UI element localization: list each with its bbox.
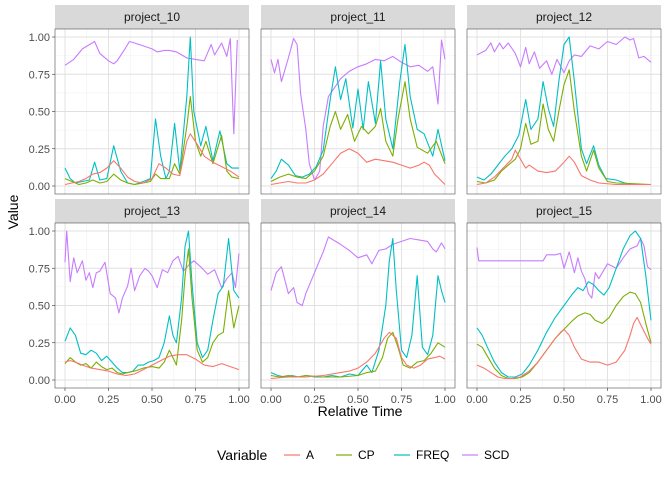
- facet-strip: [261, 5, 455, 29]
- series-line-scd: [270, 236, 446, 307]
- series-line-cp: [64, 248, 240, 375]
- series-line-scd: [64, 230, 240, 314]
- y-tick-label: 1.00: [29, 226, 50, 238]
- facet-strip: [55, 199, 249, 223]
- legend-title: Variable: [217, 447, 268, 463]
- y-tick-label: 0.00: [29, 181, 50, 193]
- series-line-cp: [64, 96, 240, 186]
- series-line-a: [64, 354, 240, 377]
- facet-strip: [467, 5, 661, 29]
- y-tick-label: 0.75: [29, 263, 50, 275]
- series-line-a: [270, 331, 446, 380]
- series-line-scd: [270, 37, 446, 181]
- y-axis-title: Value: [5, 194, 21, 229]
- gridlines: [467, 29, 661, 194]
- y-tick-label: 0.75: [29, 69, 50, 81]
- series-line-freq: [64, 36, 239, 186]
- x-tick-label: 0.00: [54, 394, 75, 406]
- series-line-freq: [270, 43, 446, 179]
- facet-strip-label: project_14: [330, 204, 386, 218]
- facet-panel: project_11: [260, 5, 456, 195]
- x-tick-label: 0.75: [597, 394, 618, 406]
- facet-panel: project_12: [466, 5, 662, 195]
- x-axis-title: Relative Time: [318, 403, 403, 419]
- gridlines: [261, 223, 455, 388]
- facet-strip-label: project_11: [330, 10, 385, 24]
- y-tick-label: 0.50: [29, 301, 50, 313]
- facet-panels: project_10 0.00 0.25 0.50 0.75 1.00 project_11…: [29, 5, 662, 406]
- series-line-scd: [476, 237, 652, 299]
- series-line-a: [270, 148, 446, 186]
- series-line-cp: [270, 81, 446, 182]
- series-line-cp: [476, 291, 652, 380]
- x-tick-label: 0.75: [391, 394, 412, 406]
- facet-strip: [55, 5, 249, 29]
- facet-strip-label: project_13: [124, 204, 180, 218]
- legend-entry-a: A: [284, 448, 314, 462]
- legend-label: CP: [358, 448, 375, 462]
- x-tick-label: 1.00: [640, 394, 661, 406]
- x-tick-label: 0.00: [466, 394, 487, 406]
- x-tick-label: 0.50: [553, 394, 574, 406]
- x-tick-label: 0.50: [141, 394, 162, 406]
- facet-strip-label: project_12: [536, 10, 592, 24]
- y-tick-label: 0.25: [29, 144, 50, 156]
- legend-entry-scd: SCD: [462, 448, 510, 462]
- x-tick-label: 0.00: [260, 394, 281, 406]
- facet-panel: project_15 0.00 0.25 0.50 0.75 1.00: [466, 199, 662, 406]
- facet-strip-label: project_10: [124, 10, 180, 24]
- facet-panel: project_13 0.00 0.25 0.50 0.75 1.00 0.00 0.25 0.…: [29, 199, 250, 406]
- series-line-a: [64, 133, 240, 186]
- y-tick-label: 0.25: [29, 338, 50, 350]
- x-tick-label: 0.25: [98, 394, 119, 406]
- series-line-freq: [64, 230, 240, 374]
- facet-panel: project_10 0.00 0.25 0.50 0.75 1.00: [29, 5, 250, 195]
- facet-strip: [261, 199, 455, 223]
- x-tick-label: 0.75: [185, 394, 206, 406]
- facet-strip-label: project_15: [536, 204, 592, 218]
- series-line-scd: [476, 36, 652, 75]
- panel-border: [260, 28, 456, 195]
- legend-label: SCD: [484, 448, 510, 462]
- legend-label: A: [306, 448, 314, 462]
- facet-strip: [467, 199, 661, 223]
- legend: Variable A CP FREQ SCD: [217, 447, 510, 463]
- x-tick-label: 0.25: [510, 394, 531, 406]
- legend-entry-freq: FREQ: [394, 448, 449, 462]
- series-line-freq: [476, 230, 652, 378]
- legend-label: FREQ: [416, 448, 449, 462]
- series-line-scd: [64, 37, 238, 135]
- legend-entry-cp: CP: [336, 448, 375, 462]
- facet-panel: project_14 0.00 0.25 0.50 0.75 1.00: [260, 199, 456, 406]
- x-tick-label: 0.25: [304, 394, 325, 406]
- x-tick-label: 1.00: [228, 394, 249, 406]
- gridlines: [55, 29, 249, 194]
- x-tick-label: 1.00: [434, 394, 455, 406]
- y-tick-label: 0.50: [29, 107, 50, 119]
- x-tick-label: 0.50: [347, 394, 368, 406]
- y-tick-label: 0.00: [29, 375, 50, 387]
- series-line-a: [476, 316, 652, 380]
- y-tick-label: 1.00: [29, 32, 50, 44]
- panel-border: [466, 28, 662, 195]
- gridlines: [55, 223, 249, 388]
- series-line-cp: [476, 69, 652, 186]
- series-line-a: [476, 149, 651, 186]
